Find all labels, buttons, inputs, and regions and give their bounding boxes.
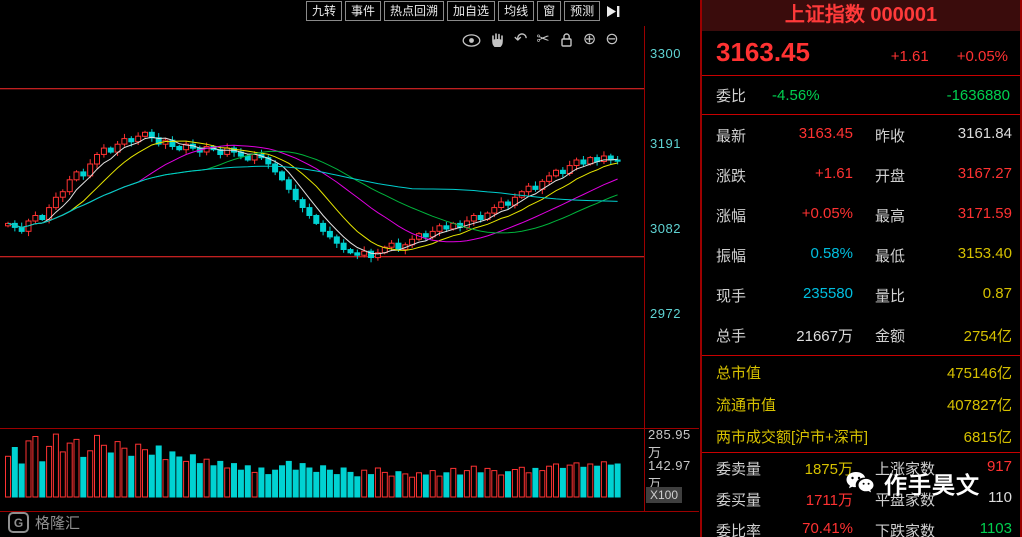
gelonghui-logo-mark: G — [8, 512, 29, 533]
total-volume-value: 21667万 — [796, 327, 853, 345]
last-price-big: 3163.45 — [716, 37, 810, 67]
up-count-label: 上涨家数 — [875, 461, 936, 478]
weibi-row: 委比 -4.56% -1636880 — [702, 76, 1020, 115]
gelonghui-logo-text: 格隆汇 — [35, 515, 81, 532]
quote-row: 现手 235580 量比 0.87 — [702, 275, 1020, 315]
scissors-icon[interactable]: ✂ — [536, 31, 550, 48]
up-count-value: 917 — [986, 458, 1012, 475]
quote-row: 涨跌 +1.61 开盘 3167.27 — [702, 155, 1020, 195]
flat-count-value: 110 — [988, 489, 1012, 506]
toolbar-hotspot-review[interactable]: 热点回溯 — [384, 1, 445, 21]
down-count-label: 下跌家数 — [875, 523, 936, 537]
low-label: 最低 — [875, 247, 906, 265]
order-row: 委买量 1711万 平盘家数 110 — [702, 484, 1020, 515]
bid-ratio-value: 70.41% — [802, 520, 853, 537]
float-market-cap-row: 流通市值 407827亿 — [702, 388, 1020, 420]
watermark-text: 作手昊文 — [884, 472, 980, 498]
open-value: 3167.27 — [957, 164, 1012, 182]
zoom-in-icon[interactable]: ⊕ — [582, 31, 597, 48]
volume-unit-label: X100 — [646, 487, 683, 503]
lock-icon[interactable] — [559, 32, 574, 48]
market-cap-section: 总市值 475146亿 流通市值 407827亿 两市成交额[沪市+深市] 68… — [702, 356, 1020, 453]
price-tick-2972: 2972 — [650, 306, 681, 321]
price-tick-3300: 3300 — [650, 46, 681, 61]
last-label: 最新 — [716, 127, 747, 145]
toolbar-events[interactable]: 事件 — [345, 1, 382, 21]
total-market-cap-row: 总市值 475146亿 — [702, 356, 1020, 388]
watermark: 作手昊文 — [845, 466, 980, 500]
float-market-cap-value: 407827亿 — [946, 396, 1012, 414]
amplitude-label: 振幅 — [716, 247, 747, 265]
change-value: +1.61 — [815, 164, 853, 182]
order-row: 委比率 70.41% 下跌家数 1103 — [702, 515, 1020, 537]
toolbar-forecast[interactable]: 预测 — [564, 1, 601, 21]
volume-tick-high: 285.95万 — [648, 427, 691, 460]
bid-volume-label: 委买量 — [716, 492, 762, 509]
quote-row: 涨幅 +0.05% 最高 3171.59 — [702, 195, 1020, 235]
quote-row: 最新 3163.45 昨收 3161.84 — [702, 115, 1020, 155]
candlestick-chart[interactable] — [0, 0, 700, 537]
price-tick-3082: 3082 — [650, 221, 681, 236]
zoom-out-icon[interactable]: ⊖ — [605, 31, 619, 48]
weibi-value: -4.56% — [772, 86, 820, 104]
total-volume-label: 总手 — [716, 327, 747, 345]
price-tick-3191: 3191 — [650, 136, 681, 151]
two-market-turnover-label: 两市成交额[沪市+深市] — [716, 428, 869, 446]
ask-volume-value: 1875万 — [804, 461, 853, 478]
total-market-cap-value: 475146亿 — [946, 364, 1012, 382]
flat-count-label: 平盘家数 — [875, 492, 936, 509]
pan-hand-icon[interactable] — [490, 32, 505, 48]
quote-grid: 最新 3163.45 昨收 3161.84 涨跌 +1.61 开盘 3167.27 涨幅… — [702, 115, 1020, 356]
eye-icon[interactable] — [462, 33, 481, 48]
turnover-value: 2754亿 — [963, 327, 1012, 345]
open-label: 开盘 — [875, 167, 906, 185]
quote-panel: 上证指数 000001 3163.45 +1.61 +0.05% 委比 -4.5… — [700, 0, 1022, 537]
toolbar-window[interactable]: 窗 — [537, 1, 562, 21]
prev-close-value: 3161.84 — [957, 124, 1012, 142]
wechat-icon — [845, 470, 875, 496]
current-volume-label: 现手 — [716, 287, 747, 305]
chart-tools: ↶ ✂ ⊕ ⊖ — [462, 31, 619, 49]
high-label: 最高 — [875, 207, 906, 225]
stock-title: 上证指数 000001 — [702, 0, 1020, 31]
last-value: 3163.45 — [798, 124, 853, 142]
weibi-label: 委比 — [716, 87, 747, 105]
price-row: 3163.45 +1.61 +0.05% — [702, 31, 1020, 76]
low-value: 3153.40 — [957, 244, 1012, 262]
total-market-cap-label: 总市值 — [716, 364, 762, 382]
ask-volume-label: 委卖量 — [716, 461, 762, 478]
two-market-turnover-row: 两市成交额[沪市+深市] 6815亿 — [702, 420, 1020, 453]
quote-row: 振幅 0.58% 最低 3153.40 — [702, 235, 1020, 275]
order-stats-section: 委卖量 1875万 上涨家数 917 委买量 1711万 平盘家数 110 委比率 70.… — [702, 453, 1020, 537]
chart-toolbar: 九转 事件 热点回溯 加自选 均线 窗 预测 — [306, 1, 624, 21]
current-volume-value: 235580 — [802, 284, 853, 302]
quote-row: 总手 21667万 金额 2754亿 — [702, 315, 1020, 356]
gelonghui-logo: G 格隆汇 — [8, 512, 80, 533]
volume-ratio-label: 量比 — [875, 287, 906, 305]
two-market-turnover-value: 6815亿 — [963, 428, 1012, 446]
toolbar-nine-turn[interactable]: 九转 — [306, 1, 343, 21]
undo-icon[interactable]: ↶ — [514, 31, 528, 48]
price-change-pct: +0.05% — [956, 48, 1008, 65]
change-pct-label: 涨幅 — [716, 207, 747, 225]
high-value: 3171.59 — [957, 204, 1012, 222]
toolbar-add-watchlist[interactable]: 加自选 — [447, 1, 496, 21]
amplitude-value: 0.58% — [810, 244, 853, 262]
bid-ratio-label: 委比率 — [716, 523, 762, 537]
volume-ratio-value: 0.87 — [982, 284, 1012, 302]
order-row: 委卖量 1875万 上涨家数 917 — [702, 453, 1020, 484]
bid-volume-value: 1711万 — [805, 492, 853, 509]
weicha-value: -1636880 — [946, 86, 1010, 104]
change-label: 涨跌 — [716, 167, 747, 185]
down-count-value: 1103 — [979, 520, 1012, 537]
float-market-cap-label: 流通市值 — [716, 396, 777, 414]
change-pct-value: +0.05% — [801, 204, 853, 222]
step-forward-icon[interactable] — [603, 3, 624, 20]
price-change: +1.61 — [890, 48, 929, 65]
prev-close-label: 昨收 — [875, 127, 906, 145]
chart-region: 九转 事件 热点回溯 加自选 均线 窗 预测 — [0, 0, 700, 537]
turnover-label: 金额 — [875, 327, 906, 345]
toolbar-moving-average[interactable]: 均线 — [498, 1, 535, 21]
